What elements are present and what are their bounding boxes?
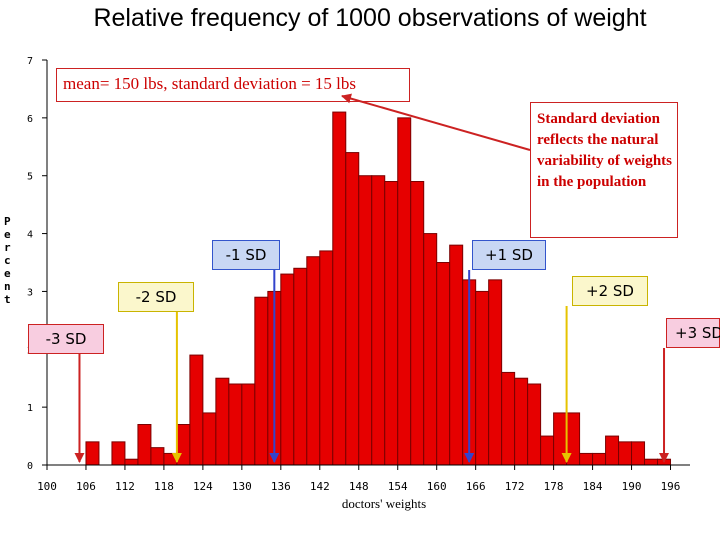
histogram-bar (644, 458, 659, 466)
minus-1-sd-label: -1 SD (212, 240, 280, 270)
y-axis-label-char: n (4, 280, 11, 293)
histogram-bar (241, 383, 256, 466)
histogram-bar (540, 435, 555, 466)
x-tick-label: 178 (544, 480, 564, 493)
histogram-bar (280, 273, 295, 466)
sd-note-annotation: Standard deviation reflects the natural … (530, 102, 678, 238)
histogram-bar (384, 181, 399, 466)
histogram-bar (371, 175, 386, 466)
x-tick-label: 172 (505, 480, 525, 493)
y-axis-label-char: c (4, 254, 11, 267)
y-axis-label-char: r (4, 241, 11, 254)
plus-2-sd-label: +2 SD (572, 276, 648, 306)
x-axis-label: doctors' weights (276, 494, 492, 514)
histogram-bar (579, 452, 594, 466)
histogram-bar (358, 175, 373, 466)
histogram-bar (475, 290, 490, 466)
sd-note-pointer-arrow (341, 93, 531, 151)
mean-annotation: mean= 150 lbs, standard deviation = 15 l… (56, 68, 410, 102)
x-tick-label: 190 (622, 480, 642, 493)
histogram-bar (423, 233, 438, 466)
y-tick-label: 7 (27, 56, 33, 67)
histogram-bar (228, 383, 243, 466)
x-tick-label: 166 (466, 480, 486, 493)
histogram-bar (618, 441, 633, 466)
histogram-bar (397, 117, 412, 466)
x-tick-label: 184 (583, 480, 603, 493)
histogram-bar (345, 152, 360, 466)
histogram-bar (163, 452, 178, 466)
plus-3-sd-label: +3 SD (666, 318, 720, 348)
x-tick-label: 100 (37, 480, 57, 493)
histogram-bar (410, 181, 425, 466)
histogram-bar (111, 441, 126, 466)
x-tick-label: 106 (76, 480, 96, 493)
x-tick-label: 112 (115, 480, 135, 493)
minus-3-sd-label: -3 SD (28, 324, 104, 354)
histogram-bar (488, 279, 503, 466)
x-tick-label: 136 (271, 480, 291, 493)
histogram-bar (85, 441, 100, 466)
histogram-bar (137, 424, 152, 466)
x-tick-label: 142 (310, 480, 330, 493)
y-tick-label: 6 (27, 114, 33, 125)
x-tick-label: 154 (388, 480, 408, 493)
histogram-bar (605, 435, 620, 466)
histogram-bar (527, 383, 542, 466)
histogram-bar (124, 458, 139, 466)
plus-1-sd-label: +1 SD (472, 240, 546, 270)
histogram-bar (306, 256, 321, 466)
histogram-bar (319, 250, 334, 466)
y-axis-label-char: t (4, 293, 11, 306)
minus-2-sd-label: -2 SD (118, 282, 194, 312)
x-tick-label: 124 (193, 480, 213, 493)
x-tick-label: 160 (427, 480, 447, 493)
y-axis-label-char: P (4, 215, 11, 228)
y-tick-label: 4 (27, 230, 33, 241)
histogram-bar (150, 447, 165, 466)
chart-title: Relative frequency of 1000 observations … (93, 4, 647, 32)
histogram-bar (189, 354, 204, 466)
histogram-bar (631, 441, 646, 466)
histogram-bar (514, 377, 529, 466)
histogram-bar (566, 412, 581, 466)
y-tick-label: 1 (27, 403, 33, 414)
histogram-bar (254, 296, 269, 466)
histogram-bar (553, 412, 568, 466)
histogram-bar (449, 244, 464, 466)
y-tick-label: 5 (27, 172, 33, 183)
y-tick-label: 0 (27, 461, 33, 472)
histogram-bar (293, 267, 308, 466)
histogram-bar (501, 371, 516, 466)
y-axis-label-char: e (4, 267, 11, 280)
histogram-bar (436, 262, 451, 466)
histogram-bar (176, 424, 191, 466)
x-tick-label: 196 (661, 480, 681, 493)
x-tick-label: 148 (349, 480, 369, 493)
histogram-bar (332, 111, 347, 466)
histogram-bar (202, 412, 217, 466)
histogram-bar (592, 452, 607, 466)
y-tick-label: 3 (27, 287, 33, 298)
histogram-bar (215, 377, 230, 466)
x-tick-label: 118 (154, 480, 174, 493)
x-tick-label: 130 (232, 480, 252, 493)
y-axis-label-char: e (4, 228, 11, 241)
